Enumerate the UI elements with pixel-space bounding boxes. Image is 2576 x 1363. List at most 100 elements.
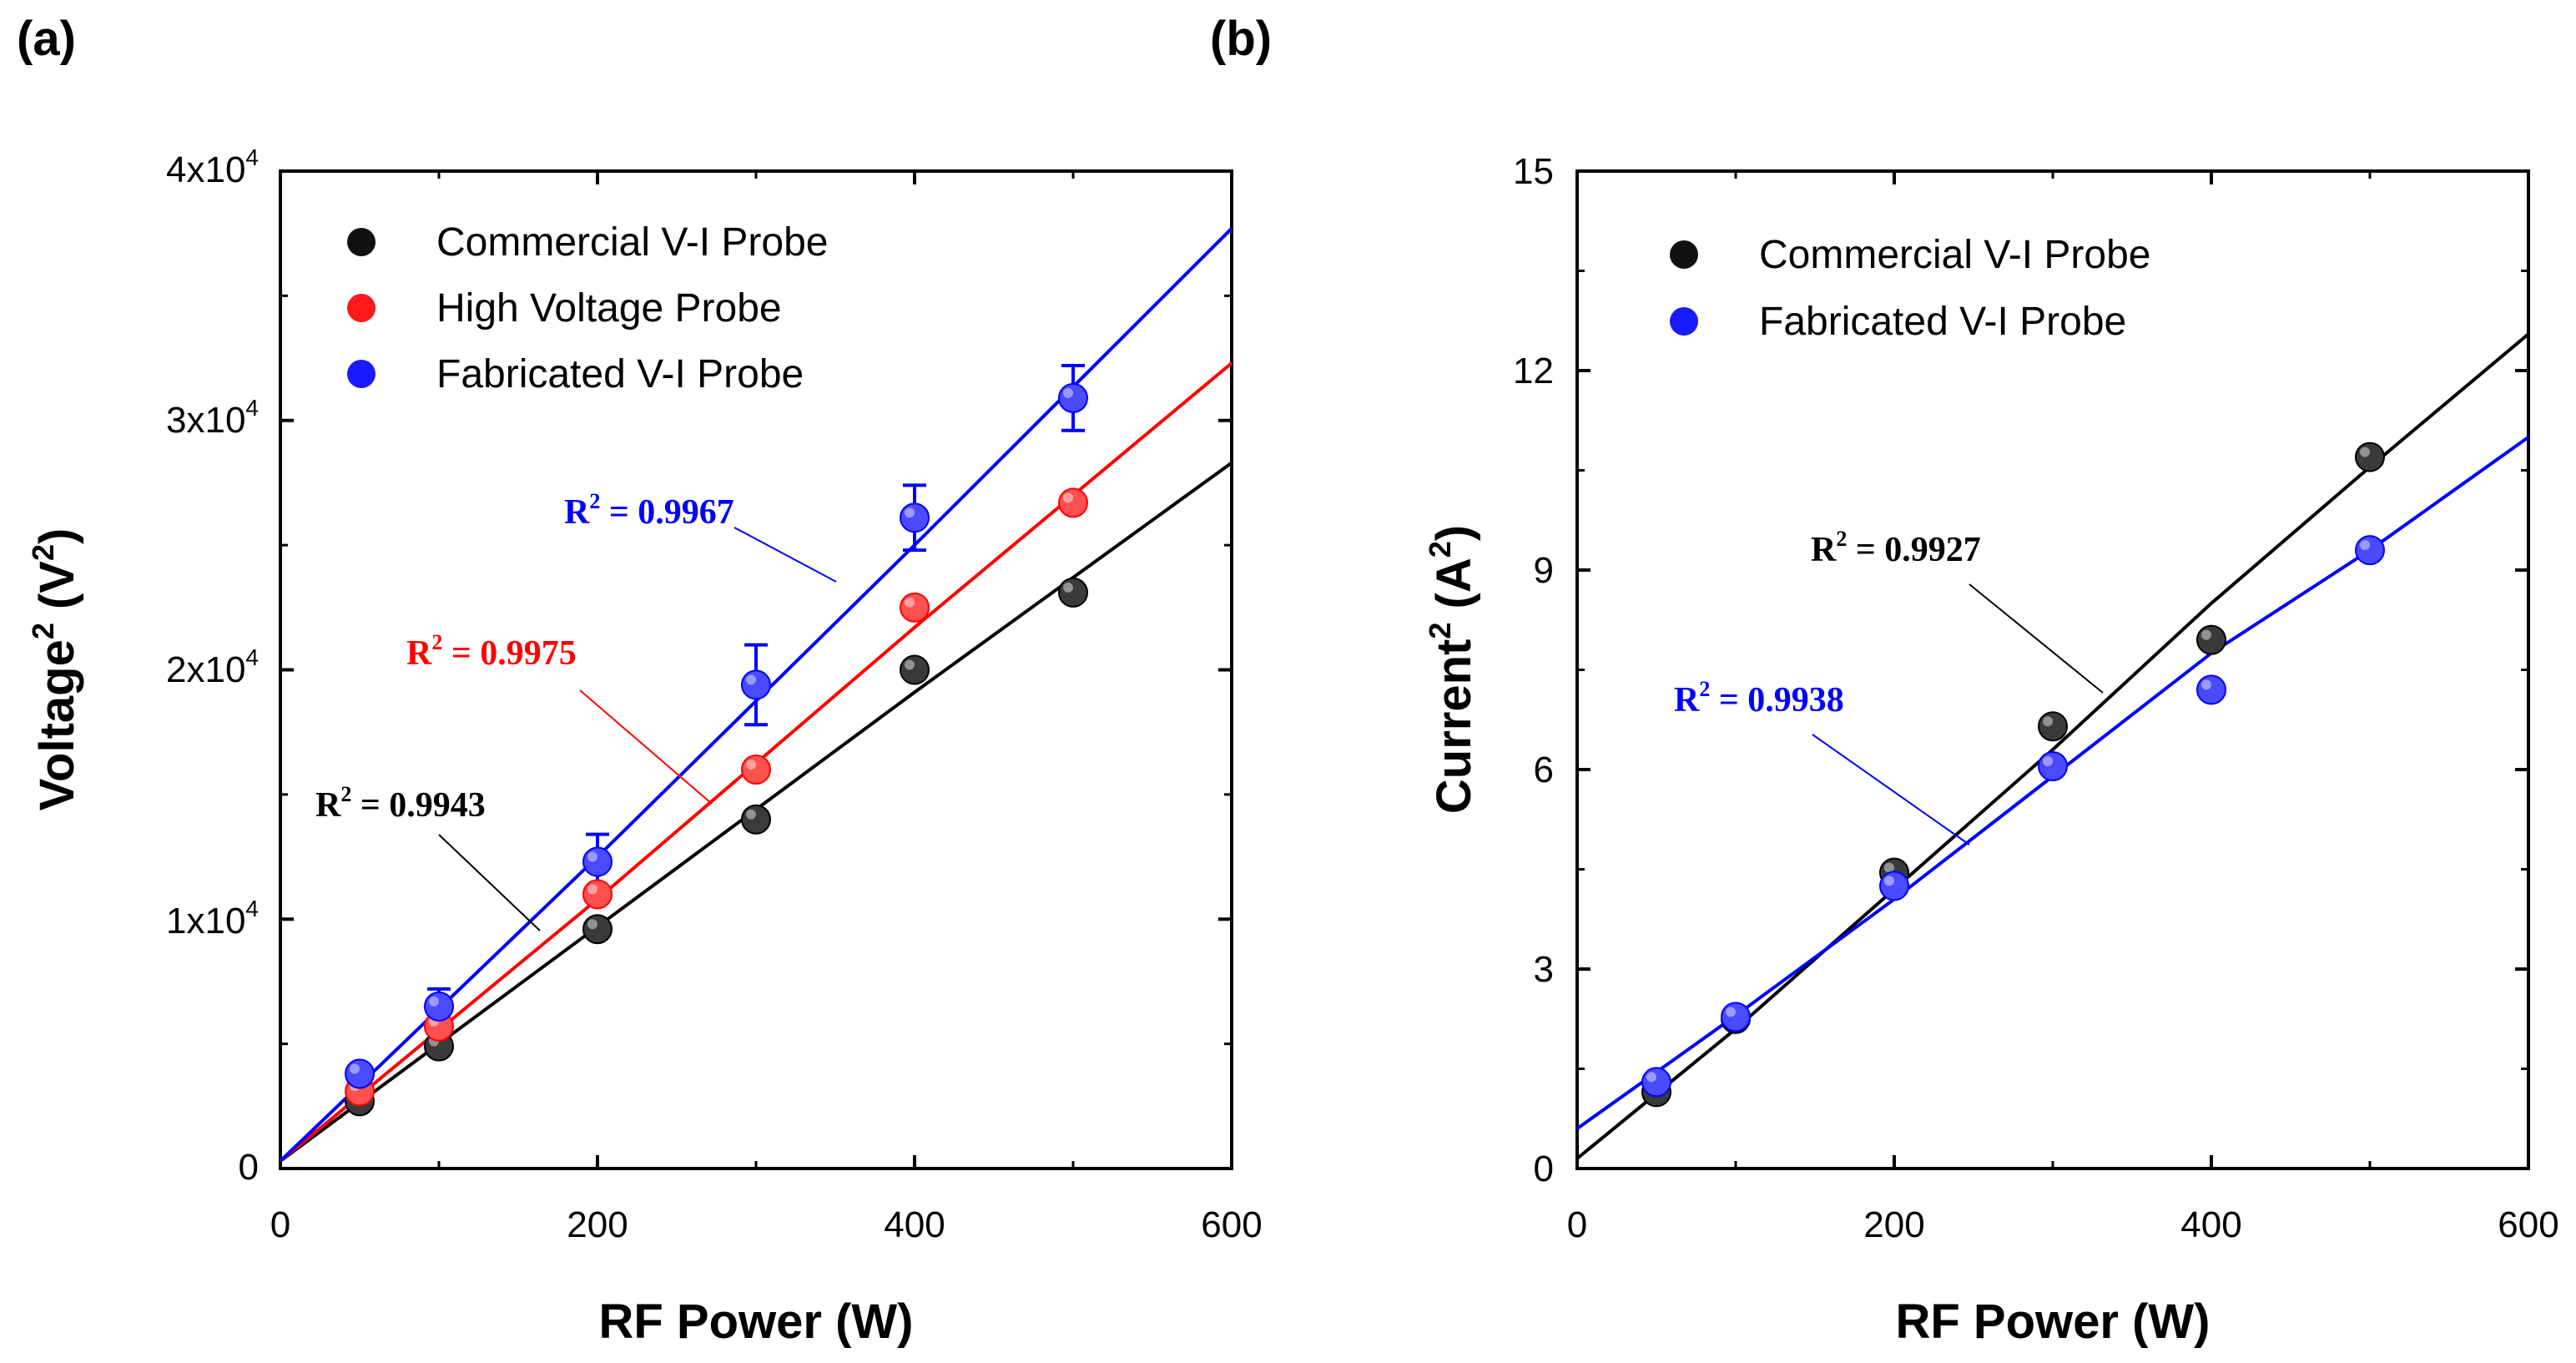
panel-a-r2-red-exp: 2	[431, 630, 442, 654]
panel-a-r2-black-base: R	[315, 786, 341, 825]
panel-b-fit-lines	[1575, 332, 2530, 1160]
panel-b-x-ticks	[1575, 171, 2530, 1169]
data-point-highlight	[2043, 716, 2053, 727]
panel-b-ytick-label-3: 3	[1534, 949, 1554, 990]
panel-b-x-axis-title: RF Power (W)	[1896, 1295, 2211, 1349]
panel-a-legend-label-fabricated: Fabricated V-I Probe	[436, 352, 804, 396]
data-point-highlight	[1646, 1072, 1656, 1083]
data-point-highlight	[2360, 540, 2370, 551]
data-point-fabricated-v-i-probe	[1058, 382, 1088, 413]
panel-a-x-axis-title: RF Power (W)	[599, 1295, 914, 1349]
panel-a-xtick-label-400: 400	[884, 1204, 945, 1245]
data-point-highlight	[746, 760, 756, 770]
panel-b-r2-label-black: R2 = 0.9927	[1811, 527, 1981, 569]
panel-a-y-axis-title: Voltage2 (V2)	[26, 528, 84, 811]
panel-a-ylabel-main: Voltage	[30, 639, 84, 810]
panel-a-legend: Commercial V-I Probe High Voltage Probe …	[347, 220, 828, 396]
panel-a-legend-marker-high-voltage	[347, 294, 376, 322]
data-point-commercial-v-i-probe	[900, 654, 930, 685]
panel-b-ylabel-sup: 2	[1423, 623, 1457, 639]
data-point-fabricated-v-i-probe	[424, 991, 454, 1022]
panel-b-data-points	[1641, 442, 2385, 1108]
data-point-commercial-v-i-probe	[2355, 442, 2385, 472]
data-point-highlight	[905, 659, 915, 670]
panel-a-xtick-label-200: 200	[567, 1204, 628, 1245]
data-point-highlight	[429, 996, 439, 1007]
data-point-fabricated-v-i-probe	[1641, 1067, 1671, 1098]
panel-a-ytick-mant-3: 3x10	[166, 400, 245, 441]
panel-b-ylabel-unit-close: )	[1427, 525, 1481, 541]
panel-b-label: (b)	[1210, 12, 1272, 66]
panel-b-legend-label-fabricated: Fabricated V-I Probe	[1759, 300, 2126, 344]
panel-a-ytick-label-2e4: 2x104	[166, 644, 259, 690]
panel-b-legend: Commercial V-I Probe Fabricated V-I Prob…	[1670, 233, 2150, 344]
data-point-fabricated-v-i-probe	[741, 669, 771, 700]
panel-a-ytick-label-1e4: 1x104	[166, 896, 259, 941]
data-point-highlight	[2201, 679, 2211, 690]
data-point-fabricated-v-i-probe	[582, 846, 612, 877]
panel-a-xtick-label-0: 0	[270, 1204, 290, 1245]
panel-a-y-ticks	[280, 169, 1232, 1170]
panel-a-ytick-label-3e4: 3x104	[166, 395, 259, 441]
panel-b-legend-label-commercial: Commercial V-I Probe	[1759, 233, 2150, 277]
panel-b-r2-blue-text: = 0.9938	[1710, 681, 1843, 719]
panel-b-ylabel-unit-sup: 2	[1423, 541, 1457, 558]
panel-b-r2-blue-base: R	[1674, 681, 1700, 719]
data-point-highlight	[2360, 447, 2370, 457]
panel-a-ytick-mant-1: 1x10	[166, 901, 245, 941]
panel-a-legend-label-high-voltage: High Voltage Probe	[436, 286, 782, 331]
data-point-highlight	[1726, 1007, 1736, 1017]
panel-a-r2-red-base: R	[406, 634, 432, 673]
data-point-highlight	[2043, 756, 2053, 767]
data-point-highlight	[746, 674, 756, 685]
data-point-fabricated-v-i-probe	[900, 502, 930, 533]
data-point-high-voltage-probe	[900, 592, 930, 623]
data-point-commercial-v-i-probe	[2196, 624, 2226, 655]
panel-a-r2-blue-exp: 2	[589, 489, 600, 513]
data-point-highlight	[1884, 862, 1894, 873]
data-point-highlight	[1063, 492, 1073, 503]
panel-a-legend-marker-commercial	[347, 228, 376, 256]
data-point-highlight	[905, 507, 915, 518]
panel-a-r2-blue-text: = 0.9967	[600, 493, 733, 532]
panel-a-ylabel-sup: 2	[26, 623, 60, 639]
panel-b-r2-label-blue: R2 = 0.9938	[1674, 677, 1844, 719]
panel-b-ytick-label-12: 12	[1513, 351, 1554, 391]
data-point-highlight	[587, 919, 597, 930]
panel-b-legend-marker-fabricated	[1670, 307, 1698, 336]
panel-a-ytick-mant-2: 2x10	[166, 649, 245, 690]
panel-b-ytick-label-9: 9	[1534, 550, 1554, 591]
data-point-highlight	[2201, 629, 2211, 640]
panel-a-ylabel-unit-close: )	[30, 528, 84, 544]
data-point-highlight	[746, 809, 756, 820]
panel-b: (b) 0 3 6 9 12 15 0 200 400 600 RF Power…	[1210, 12, 2559, 1349]
panel-a-r2-black-text: = 0.9943	[351, 786, 485, 825]
panel-b-xtick-label-200: 200	[1863, 1204, 1924, 1245]
panel-a-xtick-label-600: 600	[1201, 1204, 1262, 1245]
panel-b-r2-black-base: R	[1811, 531, 1837, 569]
panel-a-r2-leader-red	[579, 689, 713, 805]
panel-b-xtick-label-0: 0	[1567, 1204, 1587, 1245]
data-point-fabricated-v-i-probe	[2038, 751, 2068, 782]
data-point-fabricated-v-i-probe	[1721, 1002, 1751, 1032]
panel-b-xtick-label-400: 400	[2180, 1204, 2241, 1245]
panel-b-ytick-label-0: 0	[1534, 1148, 1554, 1189]
panel-b-ylabel-main: Current	[1427, 639, 1481, 814]
data-point-highlight	[587, 851, 597, 862]
panel-b-r2-black-text: = 0.9927	[1847, 531, 1980, 569]
panel-a-r2-label-blue: R2 = 0.9967	[564, 489, 734, 532]
data-point-highlight	[905, 597, 915, 608]
data-point-high-voltage-probe	[741, 755, 771, 785]
data-point-fabricated-v-i-probe	[2355, 535, 2385, 566]
panel-b-legend-marker-commercial	[1670, 240, 1698, 269]
data-point-fabricated-v-i-probe	[2196, 674, 2226, 705]
panel-a-legend-label-commercial: Commercial V-I Probe	[436, 220, 828, 265]
panel-b-r2-black-exp: 2	[1836, 527, 1847, 551]
panel-a-r2-red-text: = 0.9975	[442, 634, 576, 673]
panel-a-ytick-mant-4: 4x10	[166, 149, 245, 190]
panel-b-r2-leader-blue	[1812, 734, 1970, 846]
panel-a-ytick-label-0: 0	[239, 1147, 259, 1188]
data-point-highlight	[350, 1063, 360, 1074]
panel-a-r2-label-black: R2 = 0.9943	[315, 782, 486, 825]
